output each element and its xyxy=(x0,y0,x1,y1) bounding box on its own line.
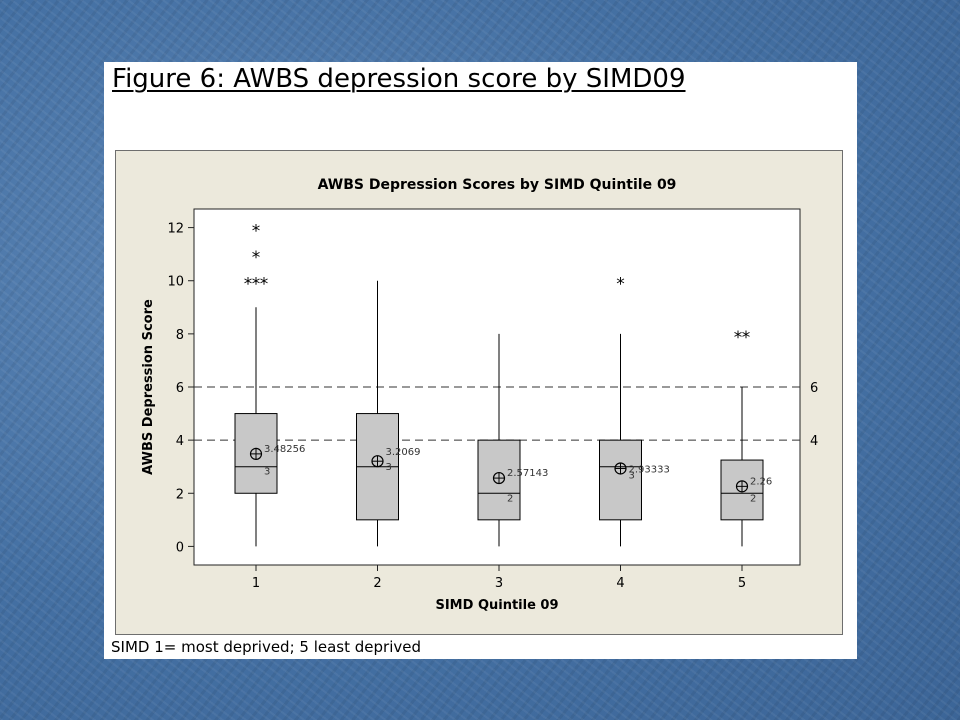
y-tick-label: 8 xyxy=(176,328,184,343)
slide: Figure 6: AWBS depression score by SIMD0… xyxy=(104,62,857,659)
x-tick-label: 2 xyxy=(373,576,381,591)
figure-caption: SIMD 1= most deprived; 5 least deprived xyxy=(111,638,421,656)
chart-frame: AWBS Depression Scores by SIMD Quintile … xyxy=(115,150,843,635)
outlier-marker: * xyxy=(616,275,625,295)
y-tick-label: 0 xyxy=(176,540,184,555)
outlier-marker: * xyxy=(260,275,269,295)
outlier-marker: * xyxy=(244,275,253,295)
median-label: 3 xyxy=(386,462,392,473)
box xyxy=(599,439,642,521)
y-tick-label: 4 xyxy=(176,434,184,449)
box xyxy=(477,439,521,521)
mean-label: 2.57143 xyxy=(507,468,548,479)
boxplot-chart: AWBS Depression Scores by SIMD Quintile … xyxy=(141,177,818,613)
median-label: 3 xyxy=(264,467,270,478)
mean-label: 3.2069 xyxy=(386,447,421,458)
x-axis-title: SIMD Quintile 09 xyxy=(435,598,558,613)
mean-label: 3.48256 xyxy=(264,444,305,455)
median-label: 2 xyxy=(750,493,756,504)
y-axis-title: AWBS Depression Score xyxy=(141,299,156,475)
outlier-marker: * xyxy=(252,248,261,268)
y-tick-label: 2 xyxy=(176,487,184,502)
x-tick-label: 5 xyxy=(738,576,746,591)
figure-title: Figure 6: AWBS depression score by SIMD0… xyxy=(112,64,686,94)
outlier-marker: * xyxy=(252,222,261,242)
mean-label: 2.93333 xyxy=(629,464,670,475)
y-tick-label: 12 xyxy=(167,222,184,237)
reference-line-label: 4 xyxy=(810,434,818,449)
x-tick-label: 3 xyxy=(495,576,503,591)
outlier-marker: * xyxy=(252,275,261,295)
median-label: 3 xyxy=(629,471,635,482)
y-tick-label: 6 xyxy=(176,381,184,396)
y-tick-label: 10 xyxy=(167,275,184,290)
outlier-marker: * xyxy=(742,328,751,348)
outlier-marker: * xyxy=(734,328,743,348)
chart-title: AWBS Depression Scores by SIMD Quintile … xyxy=(318,177,677,193)
x-tick-label: 1 xyxy=(252,576,260,591)
x-tick-label: 4 xyxy=(616,576,624,591)
median-label: 2 xyxy=(507,493,513,504)
mean-label: 2.26 xyxy=(750,476,772,487)
reference-line-label: 6 xyxy=(810,381,818,396)
